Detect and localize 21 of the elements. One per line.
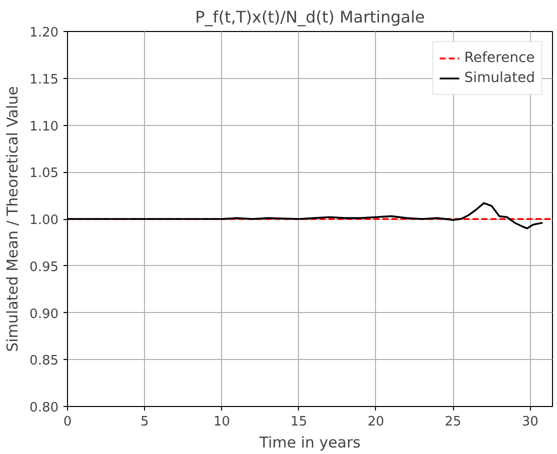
x-tick-label: 10 [213,414,230,430]
x-tick-label: 0 [63,414,72,430]
legend-label: Reference [464,50,535,66]
y-tick-label: 1.10 [30,119,59,134]
chart-title: P_f(t,T)x(t)/N_d(t) Martingale [195,8,425,26]
x-tick-label: 25 [444,414,462,430]
y-tick-label: 0.85 [30,354,59,369]
y-tick-label: 0.90 [30,306,59,322]
y-axis-title: Simulated Mean / Theoretical Value [4,86,22,352]
x-tick-label: 15 [290,414,308,430]
legend-label: Simulated [464,70,535,86]
x-tick-label: 30 [522,414,538,430]
y-tick-label: 0.80 [30,400,59,416]
x-axis-title: Time in years [258,434,361,452]
y-tick-label: 1.05 [30,166,59,182]
y-tick-label: 1.00 [30,213,59,228]
y-tick-label: 0.95 [30,260,59,275]
y-tick-label: 1.20 [30,26,59,40]
x-tick-label: 5 [140,414,149,430]
y-tick-label: 1.15 [30,72,59,88]
x-tick-label: 20 [368,414,384,430]
